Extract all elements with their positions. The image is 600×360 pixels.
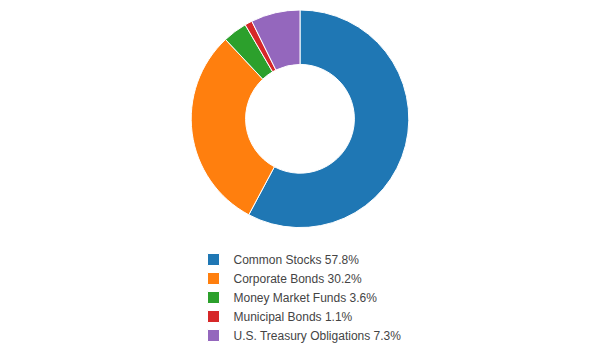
svg-text:Money Market Funds 3.6%: Money Market Funds 3.6% (234, 291, 378, 305)
svg-text:Corporate Bonds 30.2%: Corporate Bonds 30.2% (234, 272, 362, 286)
svg-text:U.S. Treasury Obligations 7.3%: U.S. Treasury Obligations 7.3% (234, 329, 402, 343)
svg-text:Municipal Bonds 1.1%: Municipal Bonds 1.1% (234, 310, 353, 324)
svg-text:Common Stocks 57.8%: Common Stocks 57.8% (234, 253, 360, 267)
